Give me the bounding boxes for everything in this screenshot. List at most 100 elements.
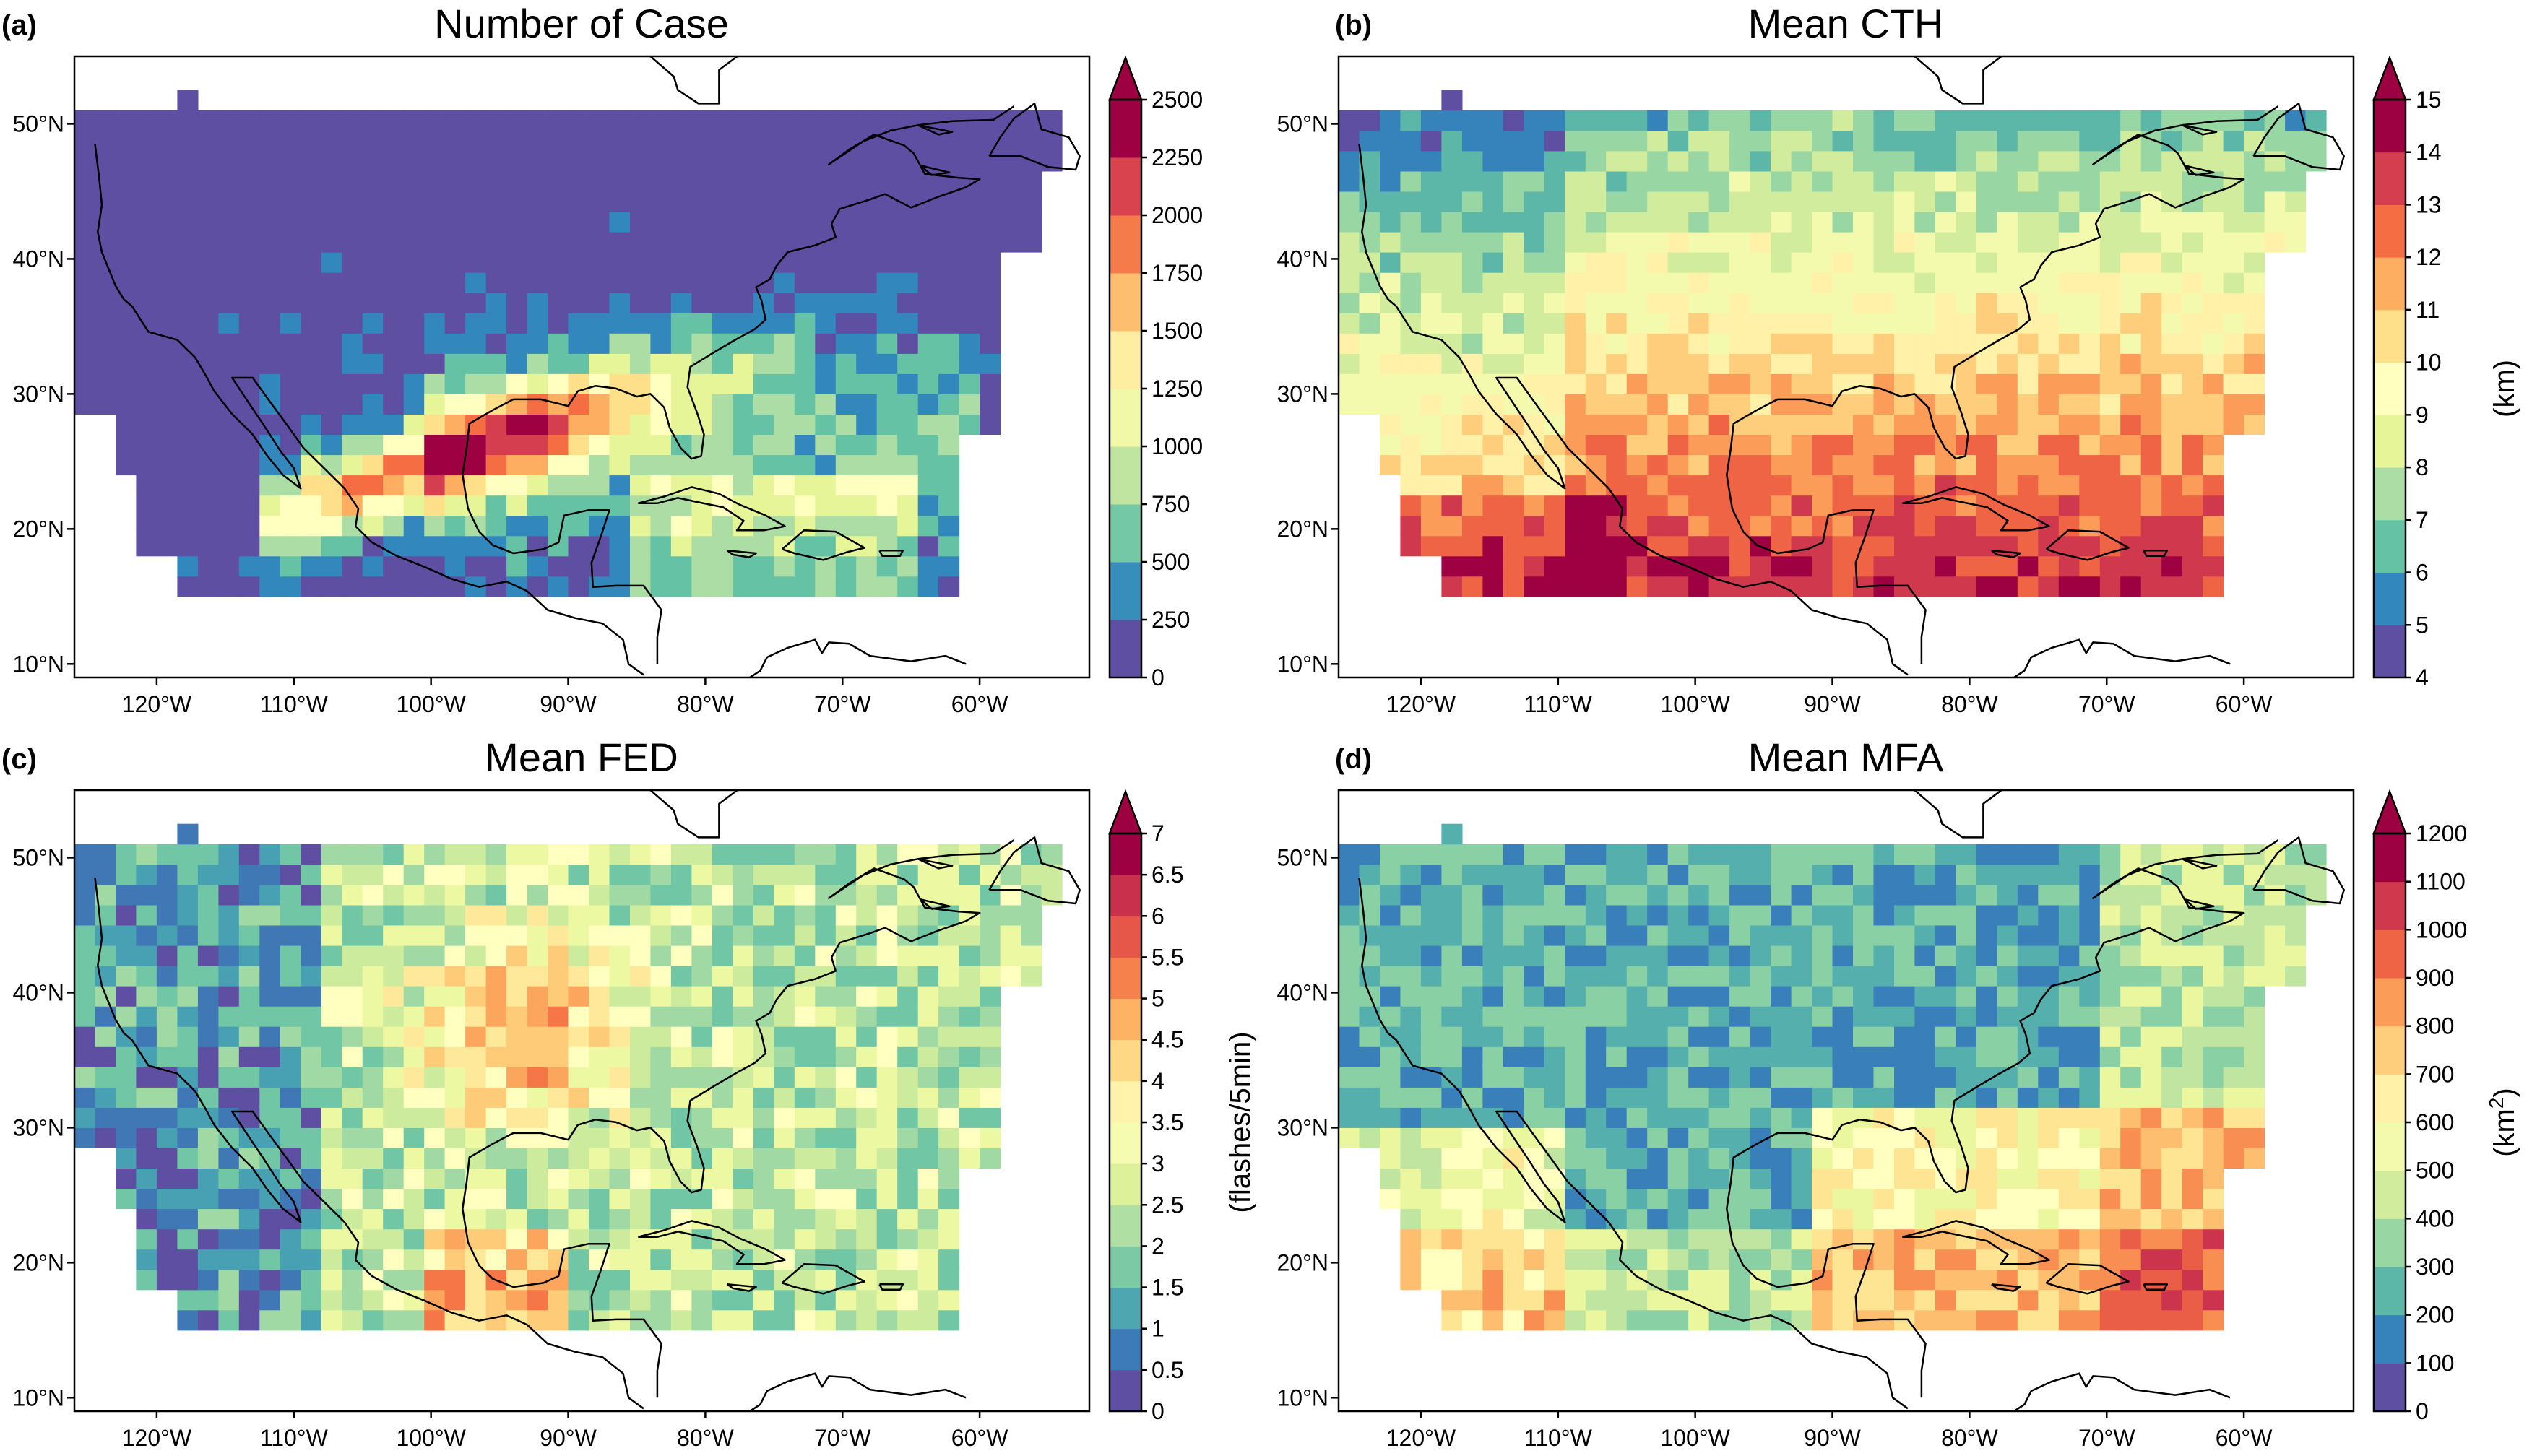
grid-cell bbox=[2058, 191, 2080, 212]
grid-cell bbox=[794, 864, 816, 885]
grid-cell bbox=[2140, 414, 2162, 435]
grid-cell bbox=[1441, 576, 1463, 597]
grid-cell bbox=[259, 884, 281, 906]
grid-cell bbox=[712, 252, 733, 273]
grid-cell bbox=[712, 414, 733, 435]
grid-cell bbox=[794, 1067, 816, 1088]
grid-cell bbox=[1441, 515, 1463, 537]
grid-cell bbox=[2079, 1046, 2101, 1067]
grid-cell bbox=[2182, 1269, 2203, 1291]
grid-cell bbox=[1503, 555, 1524, 577]
grid-cell bbox=[95, 353, 116, 374]
grid-cell bbox=[197, 252, 219, 273]
grid-cell bbox=[527, 1168, 548, 1190]
grid-cell bbox=[2140, 904, 2162, 926]
grid-cell bbox=[2099, 945, 2121, 966]
grid-cell bbox=[1461, 272, 1483, 293]
grid-cell bbox=[1585, 191, 1607, 212]
grid-cell bbox=[2017, 1289, 2039, 1311]
grid-cell bbox=[2017, 150, 2039, 172]
grid-cell bbox=[774, 1208, 795, 1230]
grid-cell bbox=[1791, 292, 1812, 313]
grid-cell bbox=[609, 1148, 631, 1169]
grid-cell bbox=[2120, 495, 2142, 516]
grid-cell bbox=[2120, 1188, 2142, 1210]
grid-cell bbox=[1420, 1087, 1442, 1108]
grid-cell bbox=[301, 373, 322, 394]
grid-cell bbox=[116, 333, 137, 354]
grid-cell bbox=[424, 313, 446, 334]
grid-cell bbox=[1812, 1208, 1833, 1230]
grid-cell bbox=[876, 252, 898, 273]
grid-cell bbox=[1688, 474, 1710, 496]
grid-cell bbox=[835, 1127, 857, 1148]
grid-cell bbox=[1812, 986, 1833, 1007]
grid-cell bbox=[959, 1107, 980, 1128]
coastline-segment bbox=[2012, 1372, 2231, 1411]
grid-cell bbox=[2285, 966, 2307, 987]
grid-cell bbox=[1626, 925, 1648, 946]
grid-cell bbox=[1544, 1168, 1565, 1190]
colorbar-tick-label: 1 bbox=[1151, 1316, 1165, 1342]
grid-cell bbox=[1503, 292, 1524, 313]
grid-cell bbox=[2182, 292, 2203, 313]
grid-cell bbox=[527, 1067, 548, 1088]
grid-cell bbox=[1791, 272, 1812, 293]
grid-cell bbox=[1565, 1249, 1586, 1270]
grid-cell bbox=[2203, 1026, 2224, 1047]
grid-cell bbox=[1400, 474, 1422, 496]
grid-cell bbox=[1441, 1188, 1463, 1210]
grid-cell bbox=[1832, 272, 1854, 293]
grid-cell bbox=[733, 1087, 754, 1108]
grid-cell bbox=[712, 1107, 733, 1128]
grid-cell bbox=[1503, 904, 1524, 926]
grid-cell bbox=[980, 212, 1001, 233]
grid-cell bbox=[218, 844, 240, 865]
grid-cell bbox=[1914, 986, 1936, 1007]
grid-cell bbox=[321, 474, 342, 496]
grid-cell bbox=[1956, 272, 1977, 293]
grid-cell bbox=[1914, 232, 1936, 253]
grid-cell bbox=[815, 904, 837, 926]
grid-cell bbox=[1791, 1127, 1812, 1148]
grid-cell bbox=[650, 110, 672, 131]
grid-cell bbox=[1565, 1026, 1586, 1047]
grid-cell bbox=[548, 1208, 569, 1230]
grid-cell bbox=[1585, 1269, 1607, 1291]
grid-cell bbox=[116, 353, 137, 374]
grid-cell bbox=[691, 925, 713, 946]
grid-cell bbox=[527, 150, 548, 172]
grid-cell bbox=[197, 925, 219, 946]
grid-cell bbox=[301, 1067, 322, 1088]
grid-cell bbox=[774, 414, 795, 435]
grid-cell bbox=[1812, 353, 1833, 374]
grid-cell bbox=[1482, 110, 1504, 131]
grid-cell bbox=[630, 1006, 652, 1027]
grid-cell bbox=[2017, 130, 2039, 152]
grid-cell bbox=[568, 1208, 589, 1230]
grid-cell bbox=[1585, 966, 1607, 987]
grid-cell bbox=[485, 110, 507, 131]
grid-cell bbox=[650, 1249, 672, 1270]
grid-cell bbox=[1729, 555, 1751, 577]
grid-cell bbox=[1832, 1309, 1854, 1331]
grid-cell bbox=[1894, 150, 1916, 172]
grid-cell bbox=[1420, 1269, 1442, 1291]
grid-cell bbox=[774, 272, 795, 293]
grid-cell bbox=[197, 1269, 219, 1291]
grid-cell bbox=[1000, 884, 1021, 906]
grid-cell bbox=[1729, 844, 1751, 865]
grid-cell bbox=[835, 1026, 857, 1047]
grid-cell bbox=[2120, 1107, 2142, 1128]
grid-cell bbox=[1894, 434, 1916, 456]
grid-cell bbox=[1461, 434, 1483, 456]
grid-cell bbox=[1750, 353, 1771, 374]
grid-cell bbox=[1956, 313, 1977, 334]
grid-cell bbox=[424, 1309, 446, 1331]
longitude-axis: 120°W 110°W 100°W 90°W 80°W 70°W 60°W bbox=[122, 677, 1008, 717]
grid-cell bbox=[1729, 434, 1751, 456]
grid-cell bbox=[1708, 1006, 1730, 1027]
grid-cell bbox=[238, 515, 260, 537]
grid-cell bbox=[1791, 966, 1812, 987]
grid-cell bbox=[1853, 844, 1875, 865]
